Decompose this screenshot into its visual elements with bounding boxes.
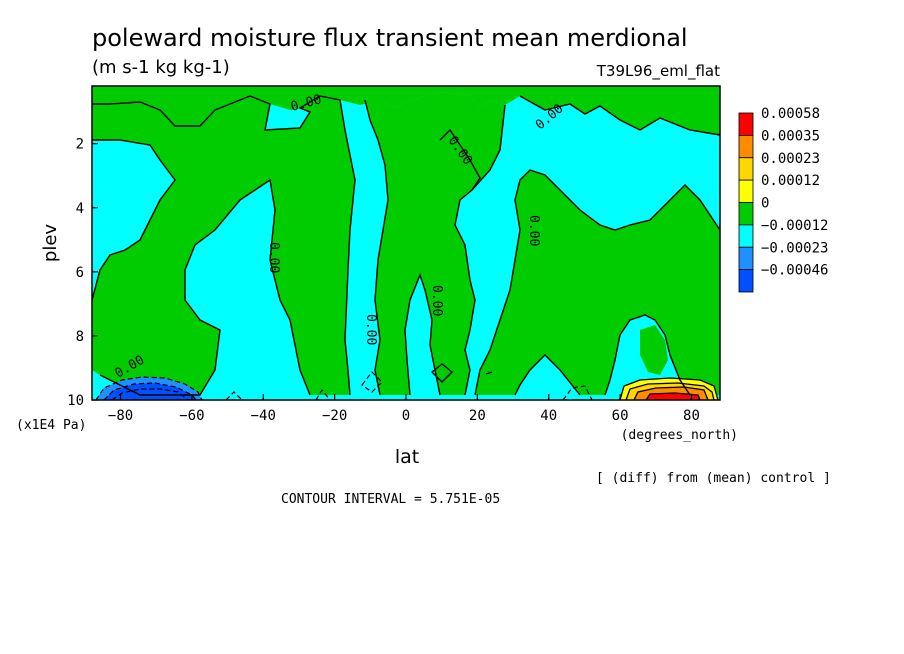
x-tick-label: 0 (402, 408, 410, 424)
chart-subtitle: (m s-1 kg kg-1) (92, 57, 230, 78)
colorbar-swatch (738, 246, 754, 271)
colorbar-swatch (738, 179, 754, 203)
y-tick-label: 10 (67, 393, 84, 409)
x-tick-label: 40 (540, 408, 557, 424)
y-tick-label: 6 (76, 265, 84, 281)
colorbar-swatch (738, 157, 754, 181)
contour-lines (91, 95, 721, 396)
colorbar-swatch (738, 134, 754, 159)
colorbar-label: −0.00012 (761, 218, 828, 234)
contour-interval: CONTOUR INTERVAL = 5.751E-05 (281, 492, 500, 507)
y-tick-label: 8 (76, 329, 84, 345)
colorbar-label: −0.00023 (761, 240, 828, 256)
x-tick-label: −60 (179, 408, 204, 424)
strong-negative-pocket (96, 377, 202, 400)
colorbar: 0.00058 0.00035 0.00023 0.00012 0 −0.00012 −0.… (738, 106, 828, 293)
diff-note: [ (diff) from (mean) control ] (596, 471, 831, 486)
y-axis-label: plev (40, 224, 61, 263)
x-axis: −80 −60 −40 −20 0 20 40 60 80 (108, 394, 700, 424)
y-tick-label: 2 (76, 137, 84, 153)
colorbar-swatch (738, 224, 754, 248)
x-tick-label: −80 (108, 408, 133, 424)
contour-label: 0.00 (363, 314, 378, 345)
y-axis: 2 4 6 8 10 (67, 137, 98, 409)
colorbar-swatch (738, 202, 754, 226)
positive-contour-lines (619, 377, 719, 401)
contour-label: 0.00 (526, 215, 541, 246)
contour-label: 0.00 (429, 285, 444, 316)
contour-label: 0.00 (266, 242, 281, 273)
x-tick-label: 80 (683, 408, 700, 424)
colorbar-swatch (738, 112, 754, 136)
y-axis-unit: (x1E4 Pa) (16, 418, 86, 433)
colorbar-swatch (738, 269, 754, 293)
positive-regions (92, 86, 720, 395)
x-tick-label: −40 (251, 408, 276, 424)
negative-contour-lines (95, 371, 593, 401)
x-tick-label: 20 (469, 408, 486, 424)
colorbar-label: −0.00046 (761, 263, 828, 279)
x-tick-label: −20 (322, 408, 347, 424)
x-axis-unit: (degrees_north) (621, 428, 738, 443)
x-tick-label: 60 (612, 408, 629, 424)
y-tick-label: 4 (76, 201, 84, 217)
colorbar-label: 0.00058 (761, 106, 820, 122)
colorbar-label: 0 (761, 196, 769, 212)
plot-area: 0.00 0.00 0.00 0.00 0.00 0.00 0.00 0.00 … (67, 85, 721, 424)
colorbar-label: 0.00012 (761, 173, 820, 189)
colorbar-label: 0.00035 (761, 128, 820, 144)
chart-title: poleward moisture flux transient mean me… (92, 24, 688, 52)
colorbar-label: 0.00023 (761, 151, 820, 167)
x-axis-label: lat (395, 446, 419, 468)
run-label: T39L96_eml_flat (596, 62, 720, 81)
